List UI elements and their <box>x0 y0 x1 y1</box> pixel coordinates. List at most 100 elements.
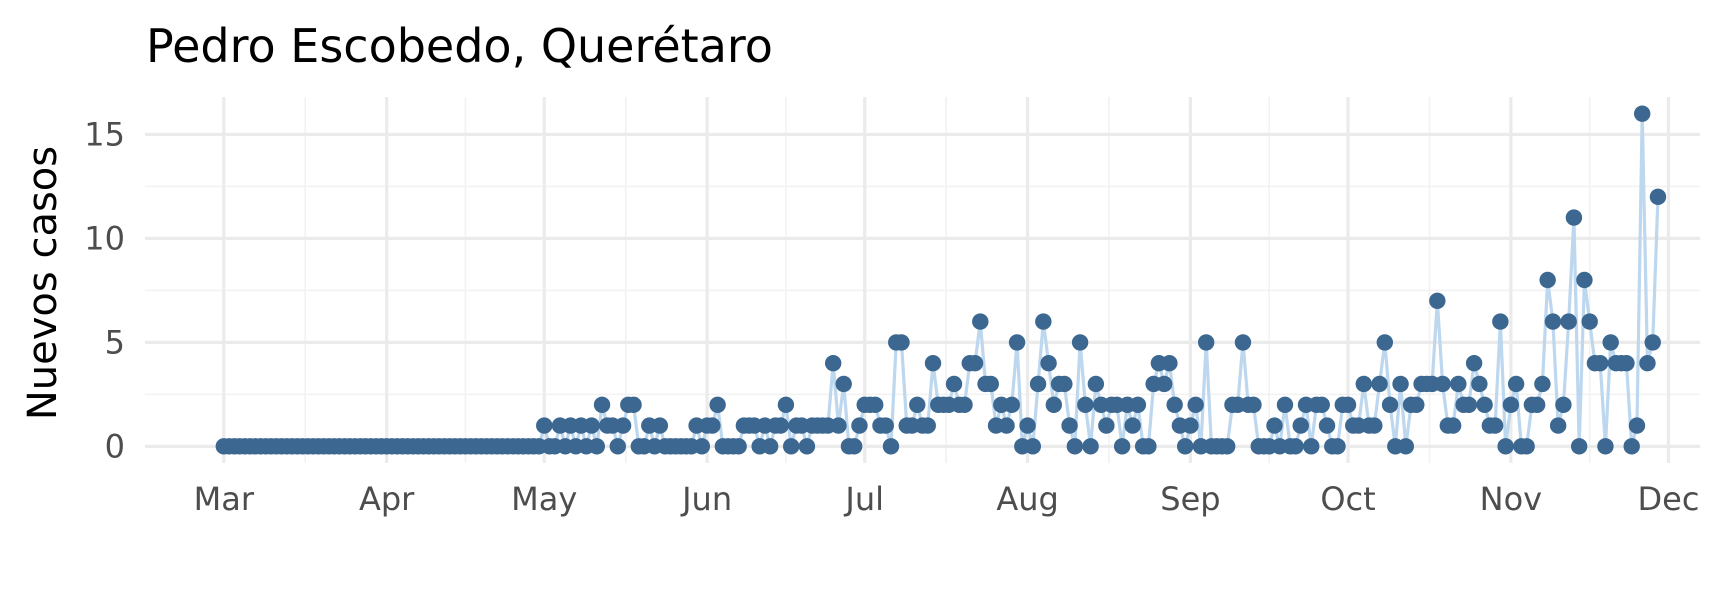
data-point <box>1303 438 1320 455</box>
data-points <box>215 105 1667 455</box>
data-point <box>1129 396 1147 413</box>
data-point <box>1276 396 1294 413</box>
data-point <box>709 396 726 413</box>
data-point <box>1077 396 1094 413</box>
data-point <box>1492 313 1509 330</box>
data-point <box>909 396 926 413</box>
data-point <box>1161 354 1178 372</box>
data-point <box>614 417 632 434</box>
data-point <box>777 396 795 413</box>
data-point <box>1113 438 1131 455</box>
y-axis-tick-labels: 0 5 10 15 <box>84 115 125 465</box>
data-point <box>877 417 894 434</box>
data-point <box>1266 417 1283 434</box>
data-point <box>1549 417 1567 434</box>
series-line <box>223 112 1660 448</box>
data-point <box>924 354 942 372</box>
data-point <box>1444 417 1462 434</box>
data-point <box>1318 417 1336 434</box>
y-tick-label: 0 <box>105 427 125 465</box>
data-point <box>1219 438 1236 455</box>
data-point <box>798 438 816 455</box>
data-point <box>1155 375 1173 393</box>
data-point <box>1471 375 1488 393</box>
data-point <box>1003 396 1021 413</box>
data-point <box>1287 438 1304 455</box>
data-point <box>1061 417 1078 434</box>
data-point <box>1397 438 1415 455</box>
data-point <box>1623 438 1640 455</box>
data-point <box>1618 354 1635 372</box>
data-point <box>693 438 711 455</box>
data-point <box>1460 396 1478 413</box>
data-point <box>1649 188 1667 206</box>
data-point <box>1313 396 1330 413</box>
data-point <box>1570 438 1588 455</box>
data-point <box>1565 209 1583 226</box>
data-point <box>1628 417 1646 434</box>
x-axis-tick-labels: Mar Apr May Jun Jul Aug Sep Oct Nov Dec <box>194 480 1700 518</box>
data-point <box>824 354 842 372</box>
y-tick-label: 15 <box>84 115 125 153</box>
data-point <box>1381 396 1399 413</box>
data-point <box>1124 417 1141 434</box>
data-point <box>1019 417 1036 434</box>
data-point <box>893 334 910 351</box>
data-point <box>1176 438 1194 455</box>
data-point <box>998 417 1015 434</box>
data-point <box>1056 375 1073 393</box>
data-point <box>1644 334 1661 351</box>
data-point <box>882 438 900 455</box>
data-point <box>1555 396 1572 413</box>
data-point <box>846 438 863 455</box>
data-point <box>1497 438 1514 455</box>
data-point <box>772 417 789 434</box>
x-tick-label: Aug <box>996 480 1058 518</box>
data-point <box>1197 334 1215 351</box>
data-point <box>1066 438 1084 455</box>
data-point <box>1639 354 1656 372</box>
data-point <box>1024 438 1042 455</box>
series-line-layer <box>223 112 1660 448</box>
data-point <box>1187 396 1204 413</box>
data-point <box>1544 313 1562 330</box>
data-point <box>945 375 963 393</box>
data-point <box>1581 313 1598 330</box>
data-point <box>1182 417 1199 434</box>
data-point <box>704 417 721 434</box>
y-axis-title: Nuevos casos <box>20 146 66 420</box>
x-tick-label: Apr <box>359 480 415 518</box>
data-point <box>835 375 852 393</box>
data-point <box>1040 354 1057 372</box>
data-point <box>1008 334 1026 351</box>
data-point <box>1634 105 1651 122</box>
data-point <box>583 417 600 434</box>
data-point <box>1082 438 1099 455</box>
data-point <box>1476 396 1493 413</box>
data-point <box>956 396 973 413</box>
data-point <box>588 438 605 455</box>
data-point <box>919 417 936 434</box>
data-point <box>1597 438 1614 455</box>
data-point <box>1071 334 1089 351</box>
data-point <box>972 313 989 330</box>
data-point <box>1371 375 1388 393</box>
x-tick-label: Sep <box>1160 480 1220 518</box>
data-point <box>1450 375 1467 393</box>
data-point <box>867 396 884 413</box>
data-point <box>1166 396 1183 413</box>
data-point <box>625 396 642 413</box>
data-point <box>1339 396 1357 413</box>
y-tick-label: 10 <box>84 219 125 257</box>
data-point <box>593 396 611 413</box>
data-point <box>1376 334 1394 351</box>
x-tick-label: Dec <box>1638 480 1700 518</box>
data-point <box>730 438 747 455</box>
data-point <box>1245 396 1262 413</box>
y-tick-label: 5 <box>105 323 125 361</box>
data-point <box>1429 292 1446 309</box>
x-tick-label: Nov <box>1480 480 1542 518</box>
data-point <box>1507 375 1525 393</box>
